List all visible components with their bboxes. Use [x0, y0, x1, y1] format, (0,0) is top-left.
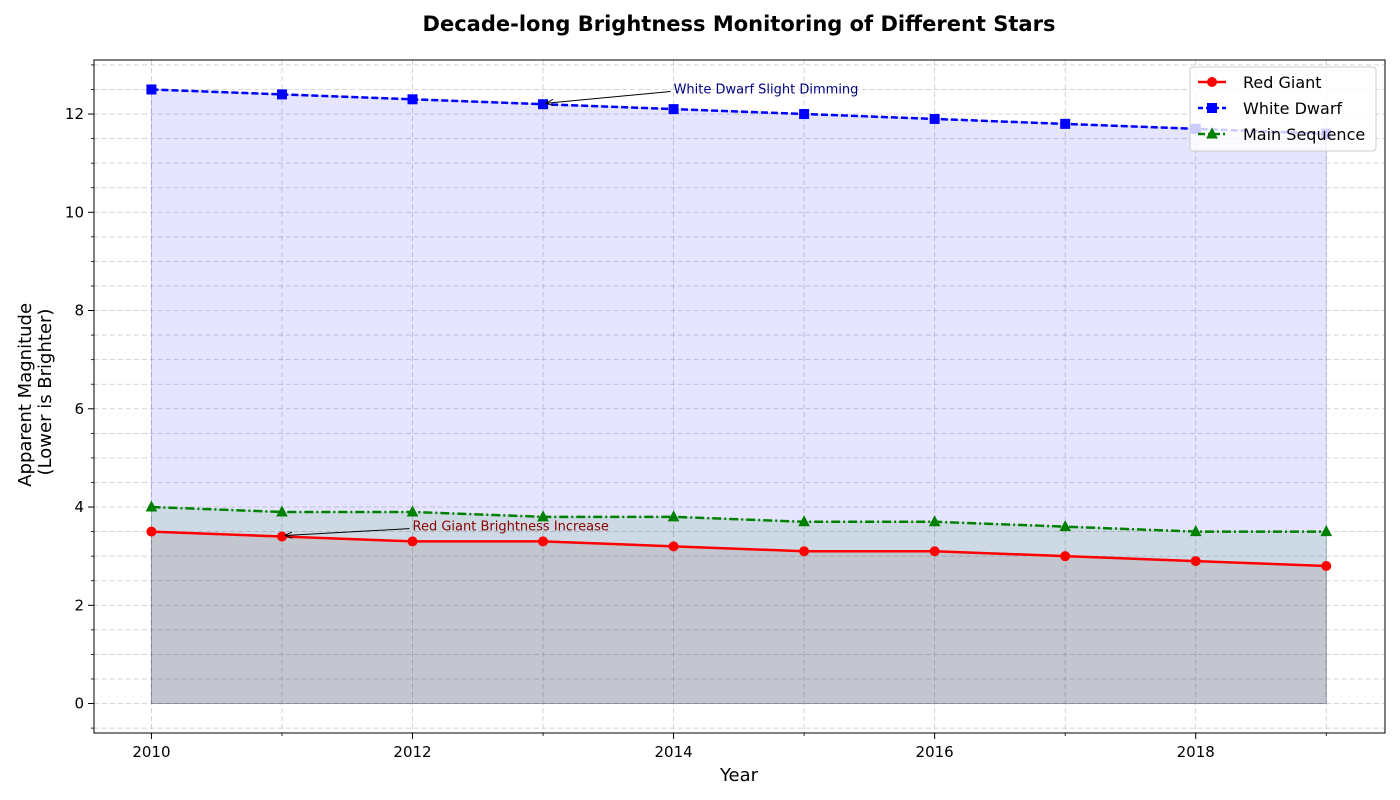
- x-tick-label: 2012: [393, 743, 431, 761]
- data-point-red-giant: [799, 546, 810, 557]
- annotation-text: Red Giant Brightness Increase: [413, 520, 609, 535]
- data-point-white-dwarf: [276, 89, 287, 100]
- data-point-main-sequence: [537, 510, 549, 522]
- data-point-white-dwarf: [799, 109, 810, 120]
- data-point-white-dwarf: [146, 84, 157, 95]
- data-point-red-giant: [276, 531, 287, 542]
- data-point-red-giant: [1190, 556, 1201, 567]
- data-point-white-dwarf: [1060, 118, 1071, 129]
- legend-label-white-dwarf: White Dwarf: [1243, 99, 1342, 118]
- legend-box: [1189, 66, 1377, 152]
- data-point-red-giant: [1321, 560, 1332, 571]
- y-tick-label: 12: [65, 105, 84, 123]
- x-axis-label: Year: [719, 765, 759, 786]
- fill-area-main-sequence: [150, 506, 1327, 705]
- data-point-main-sequence: [276, 505, 288, 517]
- data-point-red-giant: [1060, 551, 1071, 562]
- y-tick-label: 4: [74, 498, 84, 516]
- y-tick-label: 10: [65, 203, 84, 221]
- fill-areas: [150, 88, 1327, 705]
- series-lines: [151, 88, 1327, 568]
- annotation-text: White Dwarf Slight Dimming: [674, 82, 859, 97]
- series-line-white-dwarf: [151, 88, 1327, 135]
- grid: [94, 60, 1385, 733]
- y-tick-label: 2: [74, 596, 84, 614]
- y-tick-label: 0: [74, 695, 84, 713]
- annotation-arrow: [285, 528, 410, 536]
- y-tick-label: 8: [74, 302, 84, 320]
- x-tick-label: 2018: [1177, 743, 1215, 761]
- plot-frame: [93, 59, 1386, 734]
- data-point-main-sequence: [1320, 525, 1333, 537]
- data-point-main-sequence: [667, 510, 680, 522]
- data-point-red-giant: [668, 541, 679, 552]
- x-tick-label: 2016: [916, 743, 954, 761]
- data-point-main-sequence: [798, 515, 810, 527]
- x-tick-label: 2014: [654, 743, 692, 761]
- series-line-red-giant: [151, 530, 1327, 568]
- data-point-red-giant: [407, 536, 418, 547]
- y-axis: 0 2 4 6 8 10 12: [65, 64, 94, 729]
- series-markers: [145, 84, 1333, 571]
- data-point-white-dwarf: [929, 113, 940, 124]
- legend: Red Giant White Dwarf Main Sequence: [1189, 66, 1377, 152]
- data-point-white-dwarf: [668, 104, 679, 115]
- y-axis-label-line-2: (Lower is Brighter): [35, 309, 56, 476]
- legend-label-main-sequence: Main Sequence: [1243, 125, 1365, 144]
- legend-marker-main-sequence: [1206, 127, 1218, 139]
- data-point-red-giant: [538, 536, 549, 547]
- data-point-main-sequence: [145, 500, 158, 512]
- data-point-red-giant: [146, 526, 157, 537]
- data-point-white-dwarf: [407, 94, 418, 105]
- series-line-main-sequence: [151, 505, 1327, 533]
- annotation-arrow: [546, 90, 671, 103]
- data-point-white-dwarf: [538, 99, 549, 110]
- data-point-red-giant: [929, 546, 940, 557]
- x-axis: 2010 2012 2014 2016 2018: [132, 733, 1327, 761]
- y-axis-label-line-1: Apparent Magnitude: [15, 303, 36, 487]
- legend-label-red-giant: Red Giant: [1243, 73, 1322, 92]
- chart-title: Decade-long Brightness Monitoring of Dif…: [423, 12, 1056, 36]
- y-tick-label: 6: [74, 400, 84, 418]
- annotations: White Dwarf Slight Dimming Red Giant Brig…: [285, 82, 858, 535]
- legend-marker-red-giant: [1207, 77, 1217, 87]
- data-point-main-sequence: [1059, 520, 1072, 532]
- data-point-main-sequence: [406, 505, 419, 517]
- x-tick-label: 2010: [132, 743, 170, 761]
- legend-marker-white-dwarf: [1207, 103, 1217, 113]
- y-axis-label: Apparent Magnitude (Lower is Brighter): [15, 297, 56, 487]
- data-point-main-sequence: [1189, 525, 1202, 537]
- data-point-main-sequence: [928, 515, 941, 527]
